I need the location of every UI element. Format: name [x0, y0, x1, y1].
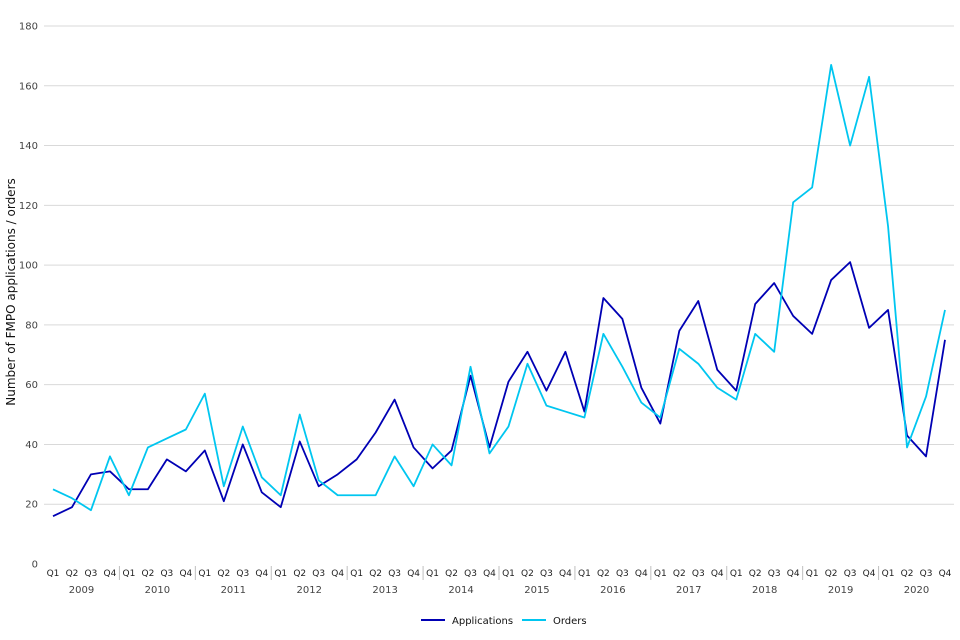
x-tick-label: Q4 [787, 569, 800, 579]
x-tick-label: Q1 [806, 569, 819, 579]
y-tick-label: 0 [32, 560, 38, 571]
x-tick-label: Q2 [293, 569, 306, 579]
series-line-applications [52, 261, 946, 517]
x-tick-label: Q4 [939, 569, 952, 579]
x-tick-label: Q4 [104, 569, 117, 579]
y-tick-label: 60 [25, 380, 38, 391]
x-tick-label: Q1 [426, 569, 439, 579]
x-tick-labels: Q1 Q2 Q3 Q4 Q1 Q2 Q3 Q4 Q1 Q2 Q3 Q4 Q1 Q2 Q3 Q4 Q1 Q2 Q3 Q4… [47, 566, 952, 596]
series-line-orders [52, 63, 946, 512]
x-tick-label: Q3 [312, 569, 325, 579]
x-tick-label: Q1 [123, 569, 136, 579]
year-label: 2018 [752, 585, 777, 596]
x-tick-label: Q3 [844, 569, 857, 579]
x-tick-label: Q4 [179, 569, 192, 579]
x-tick-label: Q3 [616, 569, 629, 579]
legend-label-orders: Orders [553, 616, 587, 627]
year-label: 2016 [600, 585, 625, 596]
year-label: 2020 [904, 585, 929, 596]
x-tick-label: Q3 [236, 569, 249, 579]
x-tick-label: Q1 [578, 569, 591, 579]
year-label: 2019 [828, 585, 853, 596]
year-label: 2012 [296, 585, 321, 596]
x-tick-label: Q3 [692, 569, 705, 579]
y-tick-label: 160 [19, 81, 38, 92]
x-tick-label: Q2 [673, 569, 686, 579]
y-axis-title: Number of FMPO applications / orders [4, 178, 18, 406]
y-tick-label: 40 [25, 440, 38, 451]
year-label: 2010 [145, 585, 170, 596]
year-label: 2014 [448, 585, 473, 596]
x-tick-label: Q2 [521, 569, 534, 579]
y-tick-label: 120 [19, 201, 38, 212]
x-tick-label: Q4 [863, 569, 876, 579]
y-tick-label: 100 [19, 261, 38, 272]
y-tick-label: 180 [19, 22, 38, 33]
x-tick-label: Q4 [635, 569, 648, 579]
legend-label-applications: Applications [452, 616, 513, 627]
year-label: 2017 [676, 585, 701, 596]
x-tick-label: Q2 [445, 569, 458, 579]
x-tick-label: Q1 [350, 569, 363, 579]
x-tick-label: Q1 [198, 569, 211, 579]
x-tick-label: Q1 [502, 569, 515, 579]
x-tick-label: Q2 [901, 569, 914, 579]
y-tick-labels: 0 20 40 60 80 100 120 140 160 180 [19, 22, 38, 571]
year-label: 2013 [372, 585, 397, 596]
legend: Applications Orders [421, 616, 587, 627]
year-label: 2015 [524, 585, 549, 596]
x-tick-label: Q1 [654, 569, 667, 579]
x-tick-label: Q3 [85, 569, 98, 579]
x-tick-label: Q4 [483, 569, 496, 579]
y-tick-label: 140 [19, 141, 38, 152]
x-tick-label: Q2 [141, 569, 154, 579]
x-tick-label: Q3 [388, 569, 401, 579]
x-tick-label: Q1 [274, 569, 287, 579]
x-tick-label: Q4 [559, 569, 572, 579]
year-label: 2011 [221, 585, 246, 596]
x-tick-label: Q2 [217, 569, 230, 579]
x-tick-label: Q4 [331, 569, 344, 579]
y-tick-label: 80 [25, 320, 38, 331]
x-tick-label: Q3 [768, 569, 781, 579]
x-tick-label: Q3 [540, 569, 553, 579]
x-tick-label: Q2 [597, 569, 610, 579]
x-tick-label: Q2 [749, 569, 762, 579]
x-tick-label: Q3 [464, 569, 477, 579]
y-tick-label: 20 [25, 500, 38, 511]
x-tick-label: Q1 [730, 569, 743, 579]
x-tick-label: Q2 [369, 569, 382, 579]
x-tick-label: Q1 [47, 569, 60, 579]
year-label: 2009 [69, 585, 94, 596]
x-tick-label: Q3 [920, 569, 933, 579]
x-tick-label: Q4 [255, 569, 268, 579]
x-tick-label: Q2 [825, 569, 838, 579]
series-lines [52, 63, 946, 517]
x-tick-label: Q1 [882, 569, 895, 579]
x-tick-label: Q4 [711, 569, 724, 579]
x-tick-label: Q4 [407, 569, 420, 579]
x-tick-label: Q2 [66, 569, 79, 579]
gridlines [44, 25, 954, 505]
x-tick-label: Q3 [160, 569, 173, 579]
